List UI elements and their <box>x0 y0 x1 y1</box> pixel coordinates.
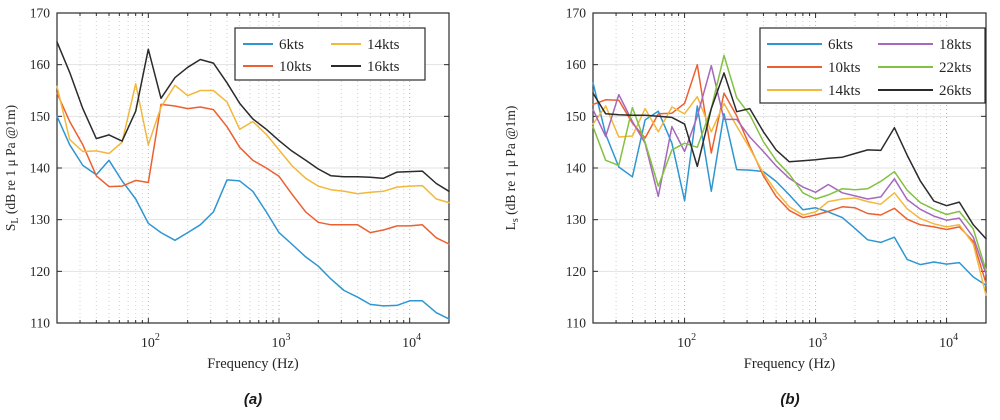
legend-box <box>234 27 426 81</box>
legend-label-10kts: 10kts <box>828 60 861 76</box>
series-line-6kts <box>56 115 450 320</box>
x-axis-label: Frequency (Hz) <box>744 356 836 372</box>
y-tick-label: 120 <box>30 264 51 279</box>
y-tick-label: 110 <box>30 316 50 331</box>
chart-a-canvas: 110 120 130 140 150 160 170 102 103 104 Frequency … <box>3 6 450 372</box>
y-tick-label: 130 <box>30 212 51 227</box>
y-tick-label: 170 <box>566 6 587 21</box>
y-tick-label: 110 <box>566 316 586 331</box>
chart-a: 110 120 130 140 150 160 170 102 103 104 Frequency … <box>3 6 450 408</box>
y-tick-label: 120 <box>566 264 587 279</box>
legend-label-6kts: 6kts <box>828 37 853 53</box>
series-line-16kts <box>56 41 450 193</box>
y-axis-label: Ls (dB re 1 μ Pa @1m) <box>503 106 521 231</box>
chart-b-canvas: 110 120 130 140 150 160 170 102 103 104 Frequency … <box>503 6 987 372</box>
legend-label-16kts: 16kts <box>367 59 400 75</box>
series-line-14kts <box>592 95 987 296</box>
x-tick-label: 103 <box>808 332 827 351</box>
y-axis-label: SL (dB re 1 μ Pa @1m) <box>3 105 21 231</box>
legend-label-18kts: 18kts <box>939 37 972 53</box>
legend-label-14kts: 14kts <box>367 37 400 53</box>
x-axis-label: Frequency (Hz) <box>207 356 299 372</box>
x-tick-label: 102 <box>677 332 696 351</box>
series-line-10kts <box>592 63 987 284</box>
y-tick-label: 140 <box>566 161 587 176</box>
legend-label-6kts: 6kts <box>279 37 304 53</box>
legend-label-10kts: 10kts <box>279 59 312 75</box>
series-line-26kts <box>592 72 987 240</box>
y-tick-label: 150 <box>30 109 51 124</box>
y-tick-label: 170 <box>30 6 51 21</box>
chart-b: 110 120 130 140 150 160 170 102 103 104 Frequency … <box>500 0 1000 420</box>
legend-label-14kts: 14kts <box>828 83 861 99</box>
series-line-18kts <box>592 64 987 275</box>
y-tick-label: 140 <box>30 161 51 176</box>
x-tick-label: 104 <box>939 332 958 351</box>
series-line-14kts <box>56 83 450 204</box>
series-line-6kts <box>592 82 987 287</box>
x-tick-label: 102 <box>141 332 160 351</box>
plot-box <box>592 12 987 324</box>
legend-label-22kts: 22kts <box>939 60 972 76</box>
x-tick-label: 104 <box>402 332 421 351</box>
x-tick-label: 103 <box>271 332 290 351</box>
y-tick-label: 130 <box>566 212 587 227</box>
y-tick-label: 160 <box>566 57 587 72</box>
plot-box <box>56 12 450 324</box>
series-line-10kts <box>56 92 450 245</box>
series-line-22kts <box>592 54 987 272</box>
legend-label-26kts: 26kts <box>939 83 972 99</box>
y-tick-label: 150 <box>566 109 587 124</box>
y-tick-label: 160 <box>30 57 51 72</box>
